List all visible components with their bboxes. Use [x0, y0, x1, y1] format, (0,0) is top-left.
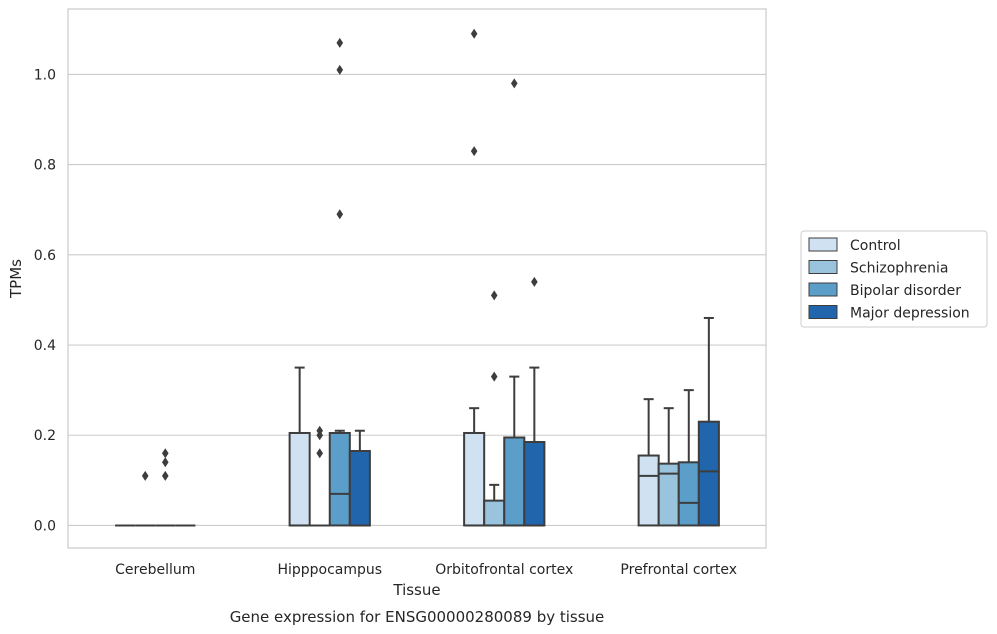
box-major-depression — [697, 316, 720, 527]
box-schizophrenia — [135, 470, 156, 527]
box-schizophrenia — [309, 425, 330, 527]
legend-swatch — [808, 237, 838, 252]
outlier-point — [141, 470, 149, 481]
x-axis-title: Tissue — [392, 581, 440, 599]
y-tick-label: 0.6 — [34, 248, 56, 264]
y-axis-title: TPMs — [7, 259, 25, 299]
outlier-point — [316, 448, 324, 459]
box-schizophrenia — [657, 407, 680, 527]
legend-label: Bipolar disorder — [850, 283, 961, 299]
box-control — [463, 28, 486, 527]
outlier-point — [336, 209, 344, 220]
box-body — [348, 450, 371, 527]
legend-swatch — [808, 282, 838, 297]
box-control — [637, 398, 660, 527]
outlier-point — [161, 457, 169, 468]
box-bipolar-disorder — [328, 37, 351, 527]
legend-label: Major depression — [850, 306, 970, 322]
x-tick-label: Cerebellum — [115, 562, 195, 578]
y-tick-label: 1.0 — [34, 67, 56, 83]
legend-frame — [800, 230, 988, 328]
y-axis-ticks: 0.0 0.2 0.4 0.6 0.8 1.0 — [34, 67, 56, 534]
x-axis-ticks: Cerebellum Hipppocampus Orbitofrontal cort… — [115, 562, 737, 578]
outlier-point — [161, 448, 169, 459]
box-body — [288, 431, 311, 527]
box-body — [523, 441, 546, 527]
outlier-point — [490, 371, 498, 382]
outlier-point — [510, 78, 518, 89]
legend-swatch — [808, 260, 838, 274]
outlier-point — [336, 37, 344, 48]
x-tick-label: Prefrontal cortex — [620, 562, 737, 578]
box-body — [503, 436, 526, 527]
x-tick-label: Hipppocampus — [277, 562, 382, 578]
outlier-point — [470, 28, 478, 39]
box-bipolar-disorder — [503, 78, 526, 527]
box-body — [328, 431, 351, 527]
y-tick-label: 0.4 — [34, 338, 56, 354]
outlier-point — [161, 470, 169, 481]
box-body — [677, 461, 700, 527]
box-body — [463, 431, 486, 527]
legend-swatch — [808, 305, 838, 319]
legend: Control Schizophrenia Bipolar disorder Majo… — [800, 230, 988, 328]
chart-caption: Gene expression for ENSG00000280089 by t… — [230, 608, 605, 626]
box-body — [483, 499, 506, 527]
box-series — [115, 28, 720, 527]
outlier-point — [336, 64, 344, 75]
box-control — [288, 366, 311, 527]
legend-label: Schizophrenia — [850, 261, 948, 277]
y-tick-label: 0.0 — [34, 518, 56, 534]
plot-frame — [67, 8, 767, 549]
box-body — [637, 454, 660, 527]
box-bipolar-disorder — [155, 448, 176, 527]
outlier-point — [531, 276, 538, 287]
x-tick-label: Orbitofrontal cortex — [435, 562, 573, 578]
y-tick-label: 0.8 — [34, 158, 56, 174]
box-bipolar-disorder — [677, 389, 700, 527]
y-gridlines — [68, 73, 766, 526]
outlier-point — [490, 290, 498, 301]
legend-label: Control — [850, 238, 901, 254]
y-tick-label: 0.2 — [34, 428, 56, 444]
box-major-depression — [523, 276, 546, 527]
outlier-point — [470, 146, 478, 157]
box-major-depression — [348, 429, 371, 527]
box-body — [697, 420, 720, 527]
box-schizophrenia — [483, 290, 506, 527]
outlier-point — [316, 425, 324, 436]
